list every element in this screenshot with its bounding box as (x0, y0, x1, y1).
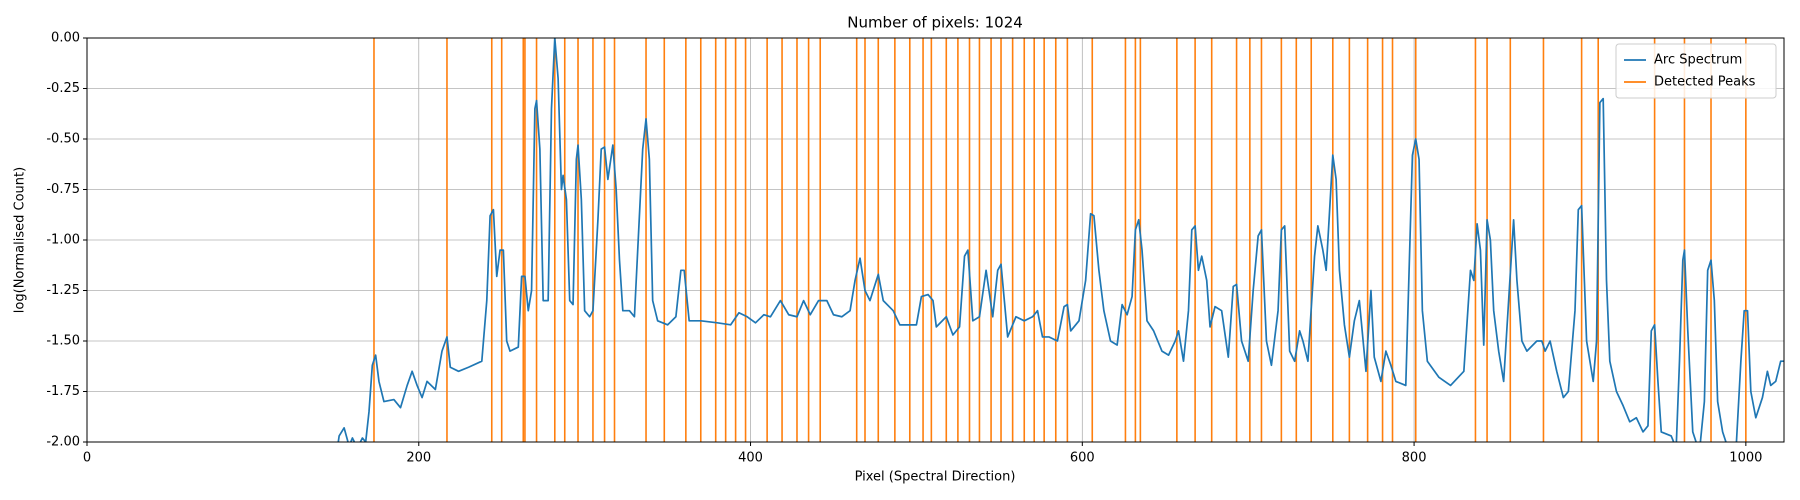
y-tick-label: -0.75 (46, 182, 80, 197)
lines (337, 38, 1784, 442)
y-tick-label: -0.50 (46, 132, 80, 147)
x-tick-label: 400 (738, 451, 763, 466)
ticks: 0 200 400 600 800 1000 -2.00 -1.75 -1.50 -1.25 -1.… (46, 31, 1762, 466)
peaks (373, 38, 1747, 442)
y-axis-label: log(Normalised Count) (13, 167, 28, 313)
chart-title: Number of pixels: 1024 (847, 14, 1023, 32)
x-tick-label: 600 (1070, 451, 1095, 466)
y-tick-label: -1.25 (46, 283, 80, 298)
y-tick-label: -0.25 (46, 81, 80, 96)
legend-box (1615, 43, 1777, 99)
spectrum-line (337, 38, 1784, 442)
y-tick-label: -1.50 (46, 334, 80, 349)
x-tick-label: 0 (83, 451, 91, 466)
x-tick-label: 1000 (1729, 451, 1762, 466)
x-tick-label: 200 (406, 451, 431, 466)
y-tick-label: -2.00 (46, 435, 80, 450)
legend-label: Detected Peaks (1654, 75, 1756, 90)
grid (86, 37, 1784, 443)
y-tick-label: -1.75 (46, 384, 80, 399)
y-tick-label: 0.00 (51, 31, 80, 46)
x-tick-label: 800 (1402, 451, 1427, 466)
legend-label: Arc Spectrum (1654, 53, 1742, 68)
x-axis-label: Pixel (Spectral Direction) (855, 470, 1016, 485)
legend: Arc Spectrum Detected Peaks (1615, 43, 1777, 99)
y-tick-label: -1.00 (46, 233, 80, 248)
